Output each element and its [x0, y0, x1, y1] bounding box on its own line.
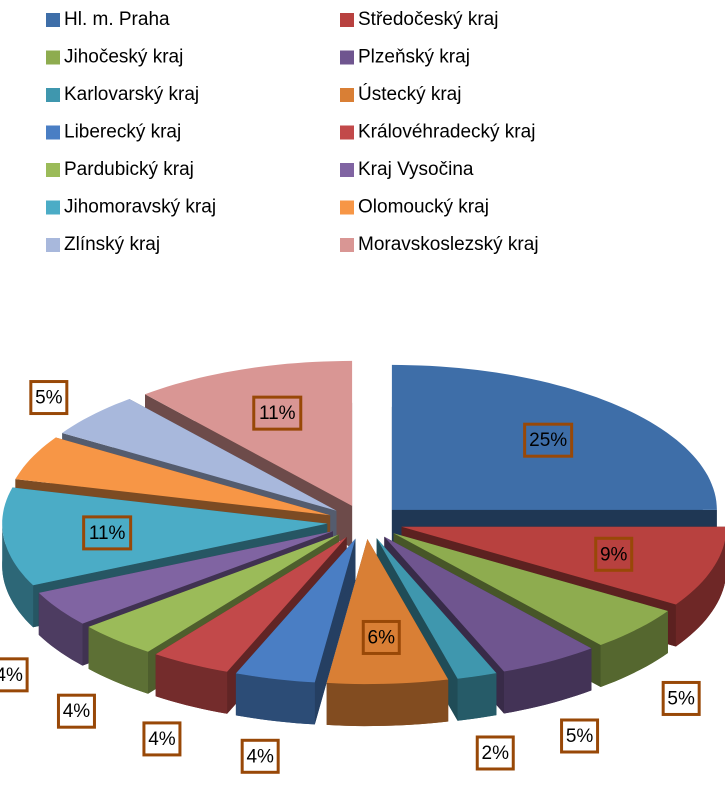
legend-label: Zlínský kraj [64, 234, 160, 255]
legend-swatch [46, 51, 60, 65]
legend-label: Liberecký kraj [64, 122, 181, 143]
legend-label: Ústecký kraj [358, 83, 461, 105]
legend-swatch [46, 126, 60, 140]
legend-swatch [46, 238, 60, 252]
legend-label: Jihomoravský kraj [64, 197, 216, 218]
legend-swatch [340, 163, 354, 177]
slice-side [458, 673, 497, 721]
data-label: 5% [566, 726, 594, 747]
legend-label: Královéhradecký kraj [358, 122, 535, 143]
legend-label: Kraj Vysočina [358, 159, 474, 180]
legend-label: Karlovarský kraj [64, 84, 199, 105]
legend-swatch [46, 163, 60, 177]
legend-swatch [46, 13, 60, 27]
data-label: 4% [0, 665, 23, 686]
data-label: 11% [259, 403, 296, 424]
slice-side [327, 680, 449, 727]
data-label: 4% [63, 701, 91, 722]
legend-label: Olomoucký kraj [358, 197, 489, 218]
data-label: 2% [482, 743, 510, 764]
data-label: 9% [600, 544, 628, 565]
legend-label: Středočeský kraj [358, 9, 498, 30]
legend-swatch [46, 201, 60, 215]
legend-label: Pardubický kraj [64, 159, 194, 180]
data-label: 25% [529, 430, 567, 451]
legend-swatch [340, 238, 354, 252]
data-label: 6% [368, 627, 396, 648]
data-label: 11% [89, 523, 126, 544]
legend-label: Moravskoslezský kraj [358, 234, 539, 255]
data-label: 4% [246, 746, 274, 767]
data-label: 4% [148, 729, 176, 750]
legend-label: Jihočeský kraj [64, 47, 183, 68]
legend-swatch [46, 88, 60, 102]
legend-swatch [340, 51, 354, 65]
legend-swatch [340, 126, 354, 140]
legend-label: Plzeňský kraj [358, 47, 470, 68]
legend-swatch [340, 201, 354, 215]
data-label: 5% [667, 688, 695, 709]
legend-swatch [340, 88, 354, 102]
data-label: 5% [35, 388, 63, 409]
legend-label: Hl. m. Praha [64, 9, 170, 30]
legend-swatch [340, 13, 354, 27]
